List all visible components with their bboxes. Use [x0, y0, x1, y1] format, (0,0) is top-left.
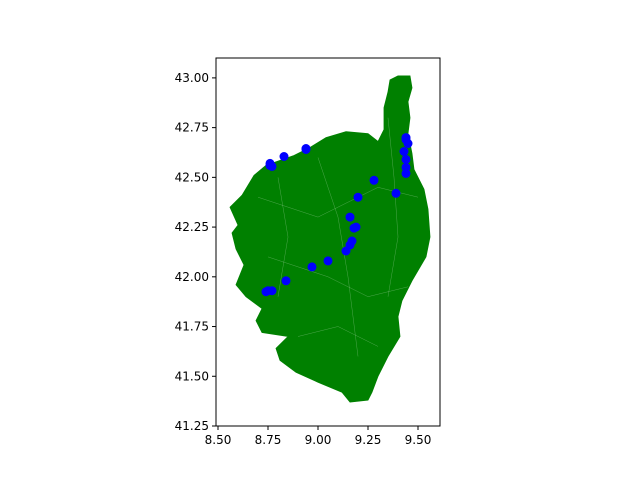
region-shape — [229, 75, 431, 403]
region-boundary-line — [267, 256, 409, 297]
x-tick-label: 8.50 — [205, 433, 232, 447]
y-tick-label: 41.25 — [175, 419, 209, 433]
y-axis: 41.25 41.50 41.75 42.00 42.25 42.50 42.75 43.00 — [175, 71, 216, 433]
data-point — [401, 154, 411, 164]
y-tick-label: 43.00 — [175, 71, 209, 85]
data-point — [323, 256, 333, 266]
data-point — [281, 276, 291, 286]
region-layer — [229, 75, 431, 403]
region-boundary-line — [297, 326, 379, 347]
data-point — [341, 246, 351, 256]
data-point — [345, 212, 355, 222]
axes-frame — [215, 57, 441, 427]
y-tick-label: 41.50 — [175, 369, 209, 383]
y-tick-label: 42.00 — [175, 270, 209, 284]
data-point — [267, 286, 277, 296]
data-point — [403, 139, 413, 148]
data-point — [391, 188, 401, 198]
region-boundary-line — [317, 157, 359, 357]
x-tick-label: 9.00 — [305, 433, 332, 447]
region-boundary-line — [277, 177, 289, 297]
data-point — [353, 192, 363, 202]
data-point — [369, 175, 379, 185]
data-point — [401, 168, 411, 178]
data-point — [279, 152, 289, 161]
points-layer — [261, 133, 413, 297]
x-tick-label: 9.25 — [355, 433, 382, 447]
x-axis: 8.50 8.75 9.00 9.25 9.50 — [205, 426, 432, 447]
data-point — [307, 262, 317, 272]
y-tick-label: 42.50 — [175, 170, 209, 184]
x-tick-label: 9.50 — [405, 433, 432, 447]
data-point — [265, 158, 275, 168]
data-point — [349, 223, 359, 233]
x-tick-label: 8.75 — [255, 433, 282, 447]
data-point — [301, 144, 311, 153]
y-tick-label: 42.75 — [175, 121, 209, 135]
y-tick-label: 42.25 — [175, 220, 209, 234]
data-point — [399, 147, 409, 156]
region-boundary-line — [387, 117, 399, 297]
y-tick-label: 41.75 — [175, 320, 209, 334]
